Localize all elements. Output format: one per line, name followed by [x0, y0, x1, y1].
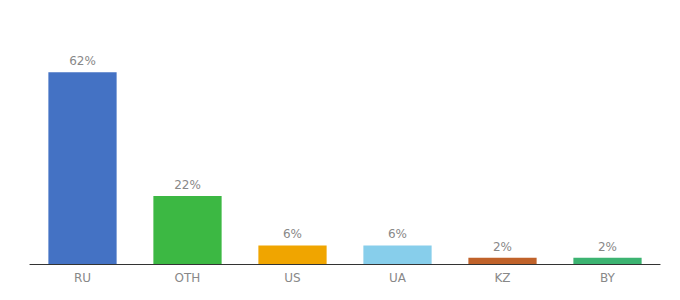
- svg-text:OTH: OTH: [175, 271, 201, 285]
- svg-text:BY: BY: [600, 271, 616, 285]
- svg-text:2%: 2%: [598, 240, 617, 254]
- svg-text:6%: 6%: [388, 227, 407, 241]
- svg-text:62%: 62%: [69, 54, 96, 68]
- svg-text:RU: RU: [74, 271, 91, 285]
- svg-text:KZ: KZ: [494, 271, 510, 285]
- svg-text:2%: 2%: [493, 240, 512, 254]
- svg-text:22%: 22%: [174, 178, 201, 192]
- svg-text:6%: 6%: [283, 227, 302, 241]
- svg-text:US: US: [284, 271, 300, 285]
- svg-text:UA: UA: [389, 271, 407, 285]
